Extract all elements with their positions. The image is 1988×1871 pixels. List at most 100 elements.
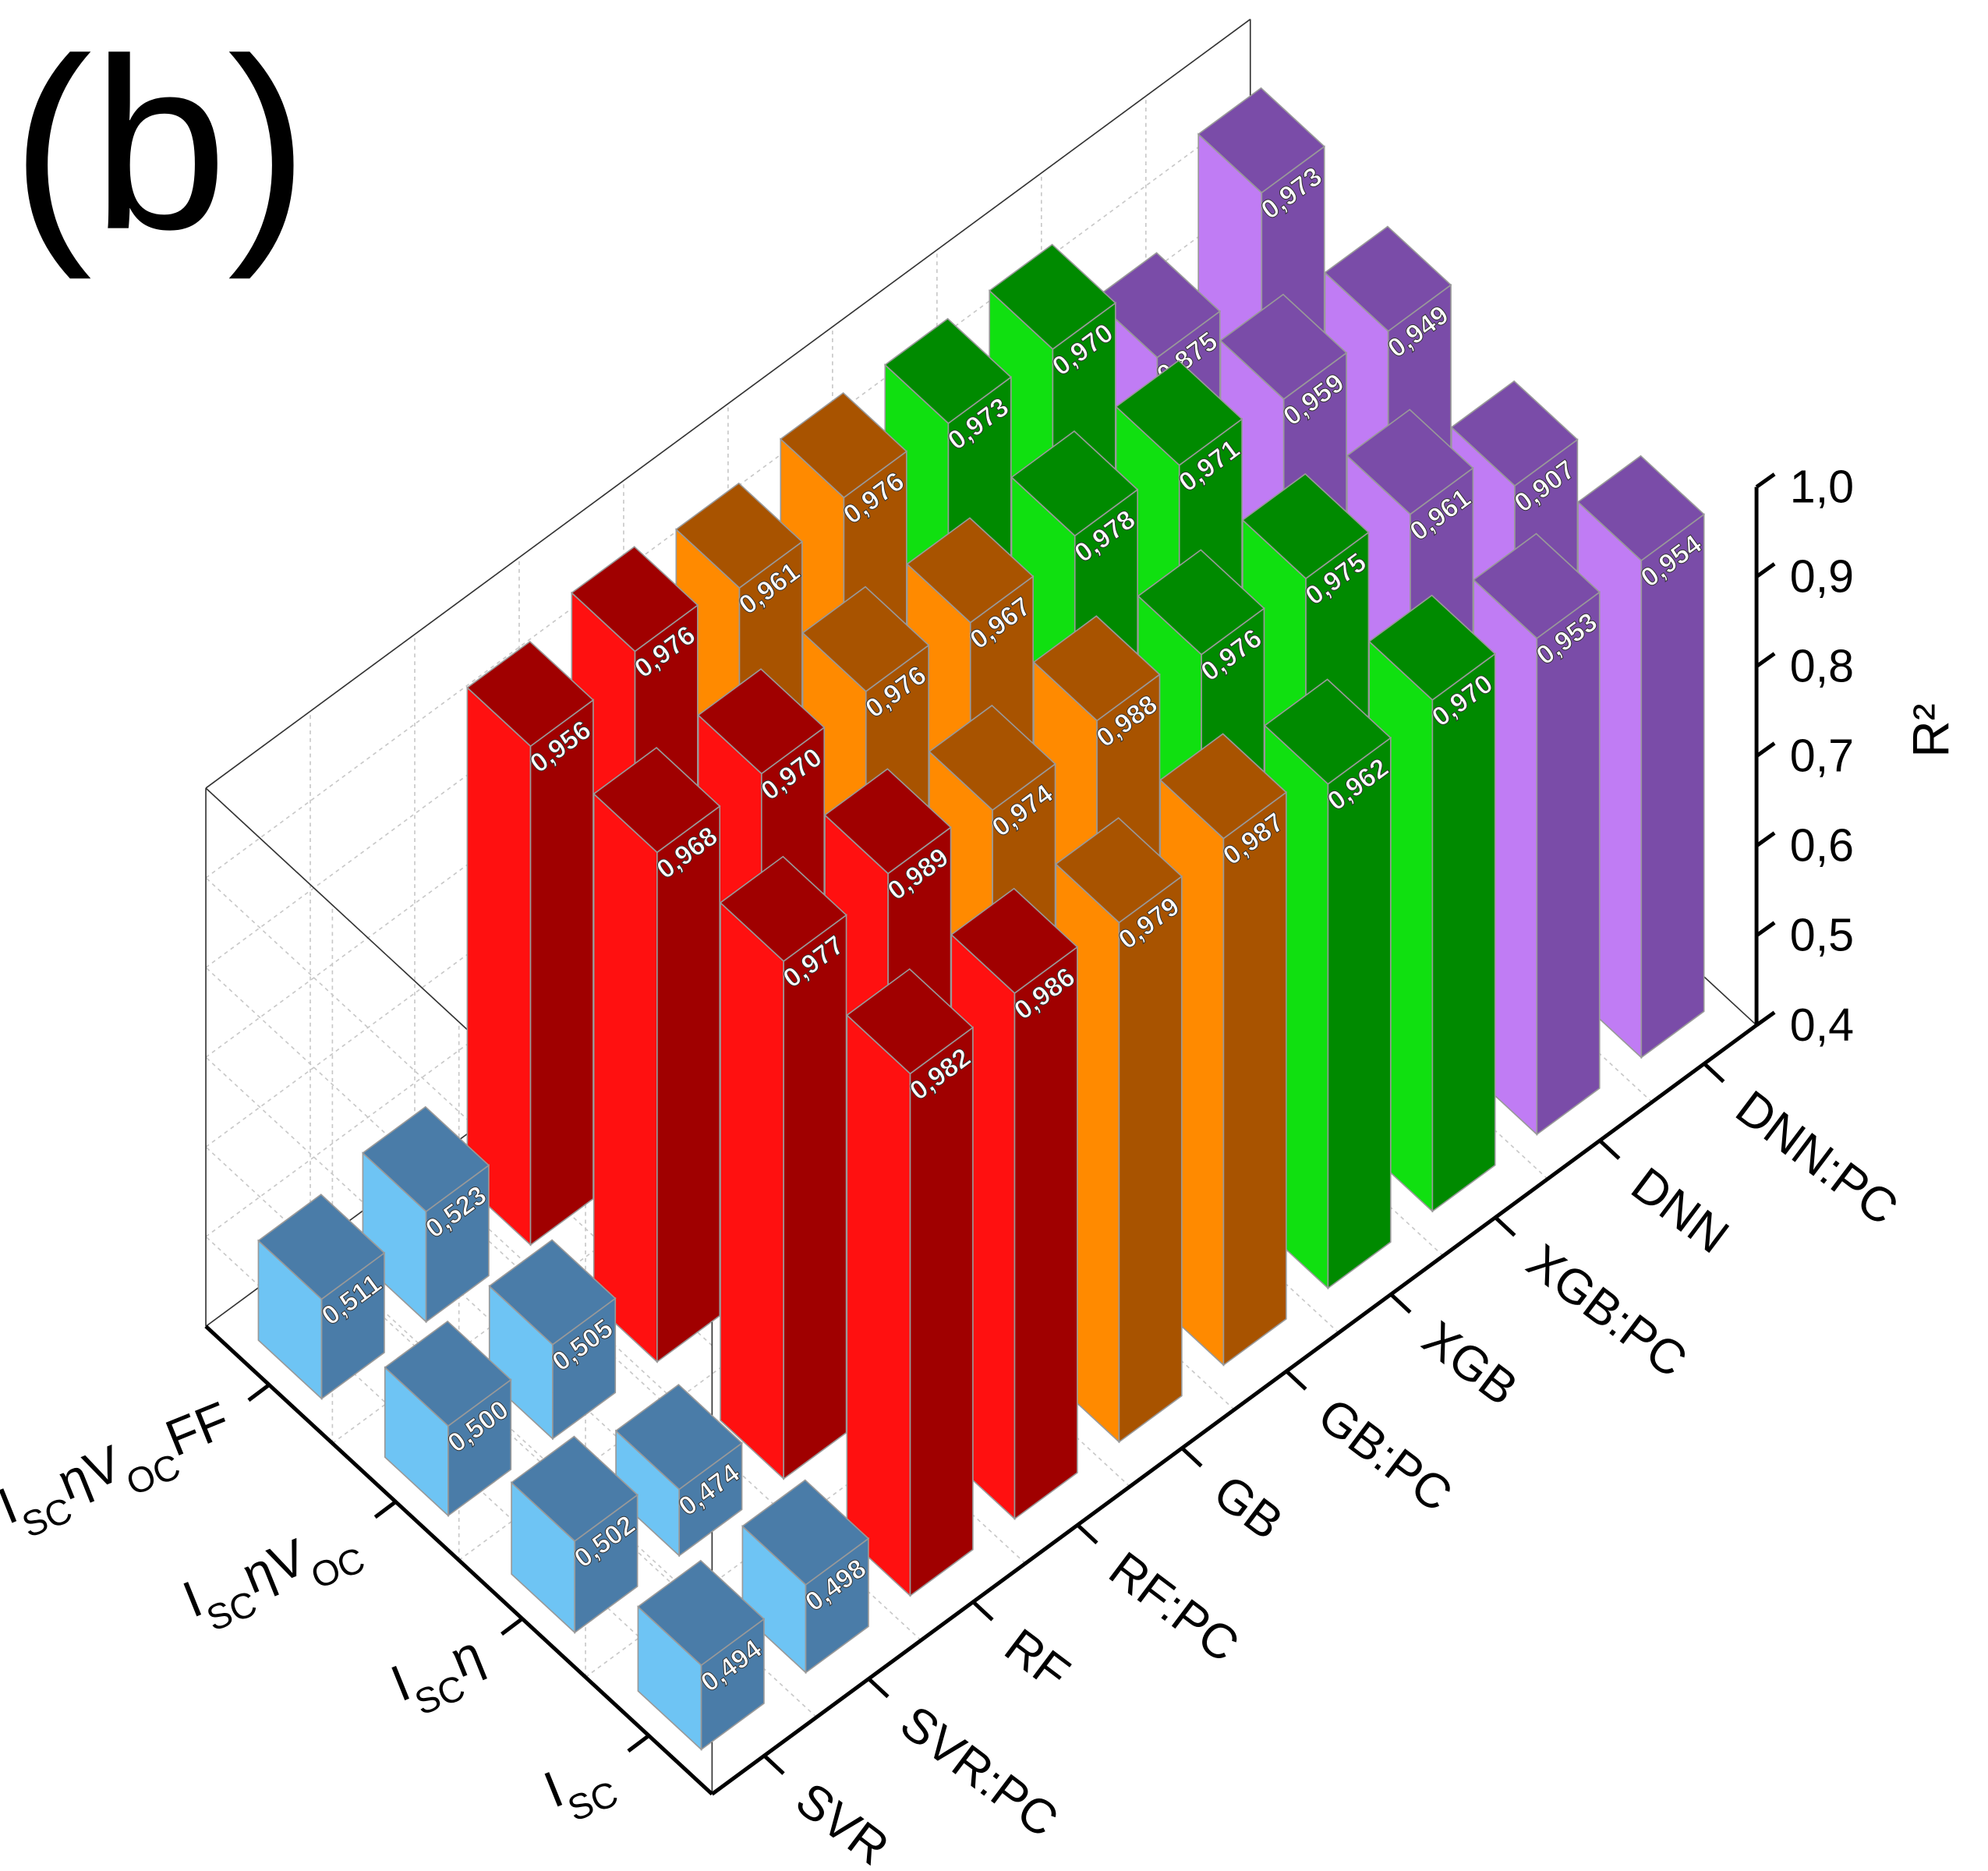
bar-top xyxy=(362,1105,490,1213)
bar-top xyxy=(697,668,826,775)
z-tick-label: 0,7 xyxy=(1790,730,1854,782)
x-tick-label: GB xyxy=(1204,1465,1293,1551)
z-tick-label: 0,6 xyxy=(1790,819,1854,872)
z-tick xyxy=(1755,652,1776,668)
bar-top xyxy=(593,747,721,854)
depth-tick-label: ISCηVOCFF xyxy=(0,1390,244,1551)
x-tick-label: XGB:PC xyxy=(1517,1234,1697,1388)
bar-side xyxy=(720,901,785,1480)
z-tick xyxy=(1755,472,1776,489)
x-tick-label: XGB xyxy=(1413,1310,1527,1416)
depth-axis xyxy=(204,1325,714,1796)
depth-tick xyxy=(627,1734,650,1753)
x-tick xyxy=(1598,1139,1621,1160)
bar-top xyxy=(571,546,699,653)
bar-side xyxy=(593,792,658,1363)
z-tick xyxy=(1755,562,1776,578)
x-tick xyxy=(1389,1293,1412,1314)
bar xyxy=(656,805,721,1363)
bar-side xyxy=(846,1013,911,1597)
bar-top xyxy=(1055,817,1183,924)
bar-top xyxy=(1263,678,1392,785)
bar-top xyxy=(637,1559,766,1667)
x-axis xyxy=(710,1024,1758,1796)
x-tick xyxy=(1076,1523,1098,1544)
bar xyxy=(1431,653,1496,1213)
label-part: OC xyxy=(306,1539,370,1597)
bar-top xyxy=(950,887,1079,995)
bar xyxy=(1536,590,1601,1136)
chart-title: (b) xyxy=(11,9,309,281)
x-tick xyxy=(1494,1215,1516,1237)
z-tick xyxy=(1755,1010,1776,1027)
bar-top xyxy=(846,967,975,1075)
z-tick-label: 0,5 xyxy=(1790,909,1854,961)
depth-tick xyxy=(501,1617,524,1636)
bar-top xyxy=(1450,380,1579,487)
bar-top xyxy=(1197,87,1326,194)
wall-edge xyxy=(205,18,1251,789)
x-tick xyxy=(1285,1370,1307,1391)
z-tick xyxy=(1755,921,1776,938)
bar-top xyxy=(928,704,1056,812)
bar xyxy=(1118,875,1183,1444)
x-tick-label: RF xyxy=(995,1618,1080,1701)
z-tick-label: 0,9 xyxy=(1790,550,1854,602)
depth-tick-label: ISC xyxy=(536,1741,623,1834)
x-tick xyxy=(762,1754,785,1775)
bar-top xyxy=(488,1239,617,1346)
depth-tick xyxy=(247,1383,271,1402)
bar-top xyxy=(1367,594,1497,701)
bar xyxy=(529,699,594,1247)
bar-top xyxy=(823,768,952,875)
bar xyxy=(783,914,847,1480)
bar xyxy=(1327,736,1392,1289)
depth-tick-label: ISCη xyxy=(383,1624,497,1728)
bar-top xyxy=(1241,472,1370,580)
z-tick xyxy=(1755,831,1776,847)
bar-top xyxy=(1010,430,1139,537)
z-axis-label: R² xyxy=(1902,703,1960,757)
bar xyxy=(1222,790,1287,1367)
x-tick xyxy=(1703,1062,1725,1084)
bar-top xyxy=(1576,454,1705,562)
bar-top xyxy=(510,1435,638,1542)
bar-top xyxy=(384,1320,512,1427)
bar-top xyxy=(1472,532,1601,639)
x-tick xyxy=(867,1677,890,1699)
bar xyxy=(1640,513,1705,1059)
depth-tick-label: ISCηVOC xyxy=(175,1507,370,1644)
z-tick-label: 0,8 xyxy=(1790,640,1854,692)
bar-top xyxy=(675,482,804,589)
x-tick xyxy=(971,1600,994,1622)
x-tick-label: SVR:PC xyxy=(890,1695,1068,1848)
bar-top xyxy=(741,1479,870,1586)
bar xyxy=(1013,946,1078,1520)
bar-top xyxy=(906,517,1035,624)
depth-tick xyxy=(373,1500,398,1519)
bar xyxy=(909,1026,974,1597)
bar-top xyxy=(1115,359,1243,466)
bar-top xyxy=(614,1384,743,1491)
x-tick-label: DNN xyxy=(1622,1157,1739,1264)
bar-top xyxy=(1324,225,1452,332)
bar-top xyxy=(988,243,1117,350)
bar-top xyxy=(801,585,930,692)
x-tick-label: SVR xyxy=(786,1772,899,1871)
bar-top xyxy=(1032,615,1161,722)
bar-top xyxy=(883,317,1013,425)
bar-top xyxy=(466,640,595,748)
x-tick-label: GB:PC xyxy=(1308,1388,1462,1523)
bar-top xyxy=(257,1194,386,1300)
bar-top xyxy=(1219,293,1348,400)
x-tick-label: DNN:PC xyxy=(1726,1080,1908,1236)
x-tick xyxy=(1180,1446,1203,1468)
label-part: SC xyxy=(562,1773,624,1829)
bar-top xyxy=(1346,409,1474,515)
bar-top xyxy=(719,855,847,963)
bar-top xyxy=(1158,733,1288,840)
bar-top xyxy=(1137,549,1265,656)
z-tick-label: 1,0 xyxy=(1790,460,1854,512)
z-tick-label: 0,4 xyxy=(1790,999,1854,1051)
